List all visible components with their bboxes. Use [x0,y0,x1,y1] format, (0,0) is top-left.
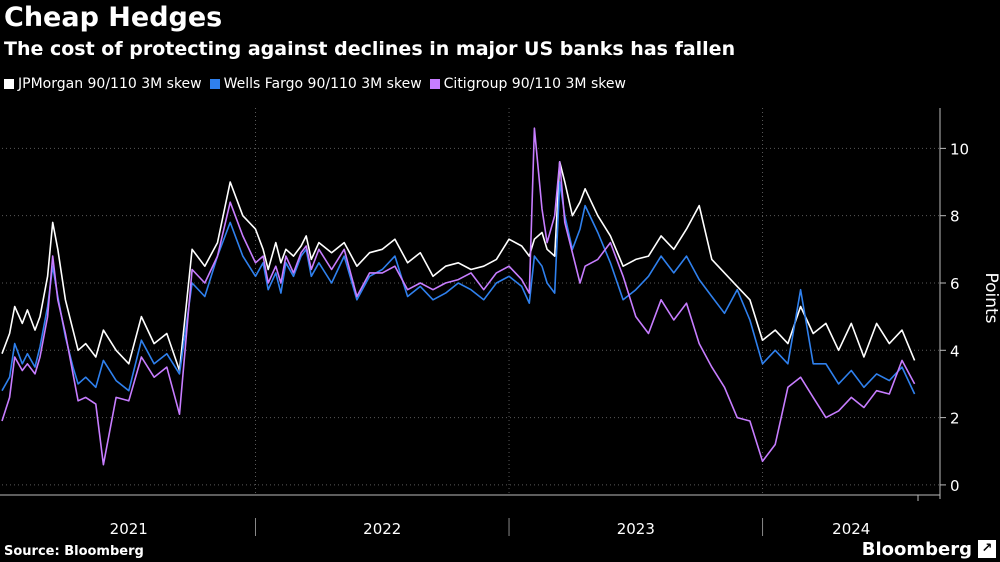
y-tick-label-10: 10 [950,140,969,158]
y-tick-label-4: 4 [950,342,960,360]
y-axis-label: Points [981,272,1000,323]
legend: JPMorgan 90/110 3M skew Wells Fargo 90/1… [4,76,634,92]
series-line-citi [1,127,916,466]
legend-swatch-wells-fargo [209,79,220,89]
chart-subtitle: The cost of protecting against declines … [4,38,736,60]
y-tick-label-0: 0 [950,477,960,495]
series-line-jpm [1,161,916,372]
x-tick-label-2022: 2022 [363,520,401,538]
legend-item-wells-fargo: Wells Fargo 90/110 3M skew [209,76,422,92]
x-tick-label-2021: 2021 [110,520,148,538]
bloomberg-logo: Bloomberg [861,539,972,560]
bloomberg-badge-icon: ↗ [978,540,996,558]
legend-label-wells-fargo: Wells Fargo 90/110 3M skew [223,76,422,92]
series-lines [1,127,916,466]
legend-swatch-citigroup [429,79,440,89]
legend-swatch-jpmorgan [4,79,14,89]
x-tick-label-2023: 2023 [617,520,655,538]
gridlines [2,108,940,495]
y-tick-label-6: 6 [950,275,960,293]
legend-label-jpmorgan: JPMorgan 90/110 3M skew [18,76,202,92]
series-line-wfc [1,181,916,395]
axes: 0 2 4 6 8 10 2021 2022 2023 2024 [0,108,969,538]
source-note: Source: Bloomberg [4,544,144,559]
chart-title: Cheap Hedges [4,2,223,33]
legend-item-jpmorgan: JPMorgan 90/110 3M skew [4,76,202,92]
y-tick-label-8: 8 [950,208,960,226]
legend-item-citigroup: Citigroup 90/110 3M skew [429,76,626,92]
legend-label-citigroup: Citigroup 90/110 3M skew [443,76,626,92]
y-tick-label-2: 2 [950,410,960,428]
x-tick-label-2024: 2024 [832,520,870,538]
